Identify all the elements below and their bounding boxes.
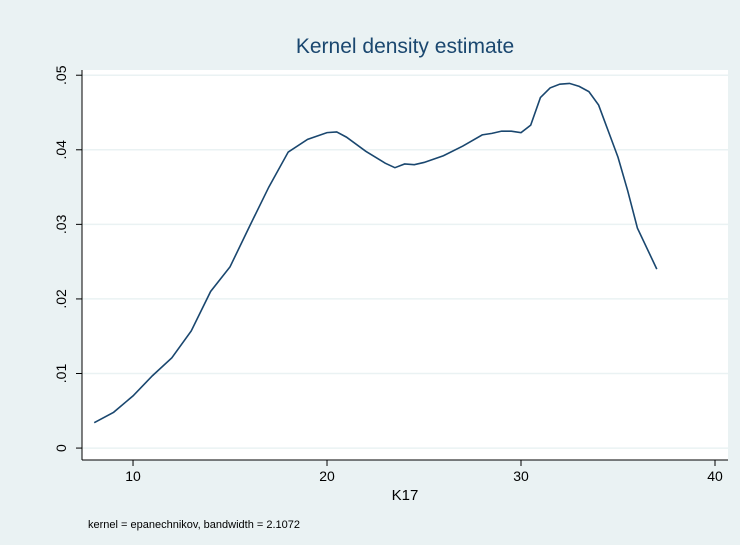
x-tick-label: 10 — [125, 468, 141, 484]
x-tick-label: 30 — [513, 468, 529, 484]
y-tick-label: .04 — [53, 140, 69, 160]
density-line — [93, 82, 658, 424]
x-tick-label: 20 — [319, 468, 335, 484]
y-tick-label: 0 — [53, 444, 69, 452]
x-axis-label: K17 — [392, 487, 419, 504]
chart-title: Kernel density estimate — [296, 35, 514, 58]
note: kernel = epanechnikov, bandwidth = 2.107… — [88, 519, 300, 531]
y-tick-label: .05 — [53, 65, 69, 85]
y-tick-label: .02 — [53, 289, 69, 309]
y-tick-label: .01 — [53, 364, 69, 384]
plot-area — [82, 70, 728, 460]
x-tick-label: 40 — [707, 468, 723, 484]
y-tick-label: .03 — [53, 214, 69, 234]
